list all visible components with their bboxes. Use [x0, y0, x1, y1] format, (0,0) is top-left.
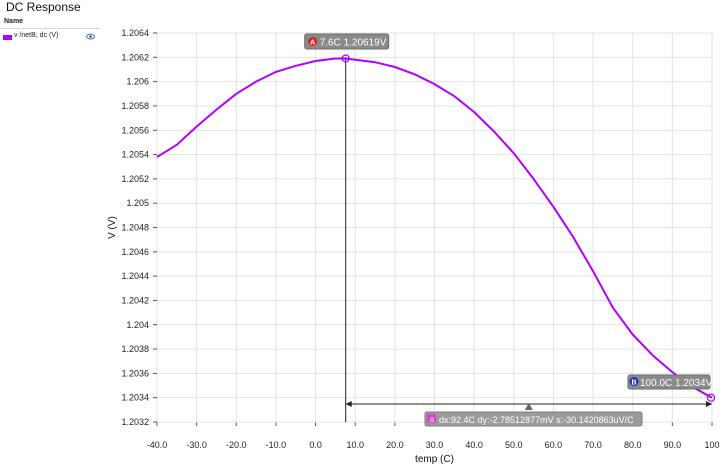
x-axis-label: temp (C)	[415, 454, 454, 465]
eye-icon[interactable]	[86, 33, 95, 40]
y-tick-label: 1.2064	[121, 28, 149, 38]
delta-arrow-left	[345, 401, 352, 407]
delta-label: dx:92.4C dy:-2.78512877mV s:-30.1420863u…	[439, 415, 634, 425]
marker-b-label: 100.0C 1.2034V	[640, 378, 713, 389]
y-tick-label: 1.2034	[121, 393, 149, 403]
y-tick-label: 1.2046	[121, 247, 149, 257]
delta-icon-glyph: Δ	[430, 417, 435, 424]
x-tick-label: -10.0	[266, 440, 287, 450]
x-tick-label: 20.0	[386, 440, 404, 450]
marker-b-point[interactable]	[706, 393, 716, 402]
x-tick-label: -40.0	[147, 440, 168, 450]
marker-b-badge-letter: B	[631, 380, 636, 387]
legend-header: Name	[4, 18, 24, 25]
x-tick-label: 80.0	[624, 440, 642, 450]
y-tick-label: 1.2058	[121, 101, 149, 111]
legend-item[interactable]: v /netB; dc (V)	[0, 31, 100, 43]
y-tick-label: 1.205	[126, 198, 149, 208]
x-tick-label: 40.0	[465, 440, 483, 450]
x-tick-label: 70.0	[584, 440, 602, 450]
x-tick-label: 90.0	[664, 440, 682, 450]
x-tick-label: 60.0	[545, 440, 563, 450]
marker-b-label-box[interactable]	[627, 374, 711, 390]
y-axis-label: V (V)	[107, 216, 118, 239]
y-tick-label: 1.2048	[121, 223, 149, 233]
y-tick-label: 1.2054	[121, 150, 149, 160]
x-tick-label: 50.0	[505, 440, 523, 450]
marker-a-label-box[interactable]	[304, 33, 390, 50]
y-tick-label: 1.206	[126, 77, 149, 87]
delta-arrow-right	[706, 401, 712, 407]
x-tick-label: 0.0	[309, 440, 322, 450]
marker-a-point[interactable]	[341, 54, 350, 63]
x-tick-label: -30.0	[186, 440, 207, 450]
y-tick-label: 1.2062	[121, 52, 149, 62]
window-title: DC Response	[6, 0, 81, 14]
x-tick-label: 100	[704, 440, 719, 450]
legend-item-label: v /netB; dc (V)	[14, 32, 59, 39]
legend-swatch	[3, 35, 12, 40]
marker-a-badge-letter: A	[310, 40, 315, 47]
legend-divider	[0, 28, 100, 29]
delta-label-box[interactable]	[424, 411, 643, 427]
y-tick-label: 1.2038	[121, 344, 149, 354]
y-tick-label: 1.2042	[121, 295, 149, 305]
y-tick-label: 1.2052	[121, 174, 149, 184]
x-tick-label: 30.0	[426, 440, 444, 450]
y-tick-label: 1.2044	[121, 271, 149, 281]
y-tick-label: 1.2032	[121, 417, 149, 427]
delta-icon	[427, 414, 436, 423]
delta-midpoint	[524, 403, 533, 410]
x-tick-label: -20.0	[226, 440, 247, 450]
y-tick-label: 1.2036	[121, 368, 149, 378]
series-line[interactable]	[156, 57, 713, 399]
legend-panel: Name v /netB; dc (V)	[0, 16, 100, 46]
marker-b-badge	[629, 377, 639, 386]
marker-a-label: 7.6C 1.20619V	[320, 38, 387, 49]
marker-a-badge	[308, 37, 318, 46]
y-tick-label: 1.2056	[121, 125, 149, 135]
x-tick-label: 10.0	[346, 440, 364, 450]
y-tick-label: 1.204	[126, 320, 149, 330]
